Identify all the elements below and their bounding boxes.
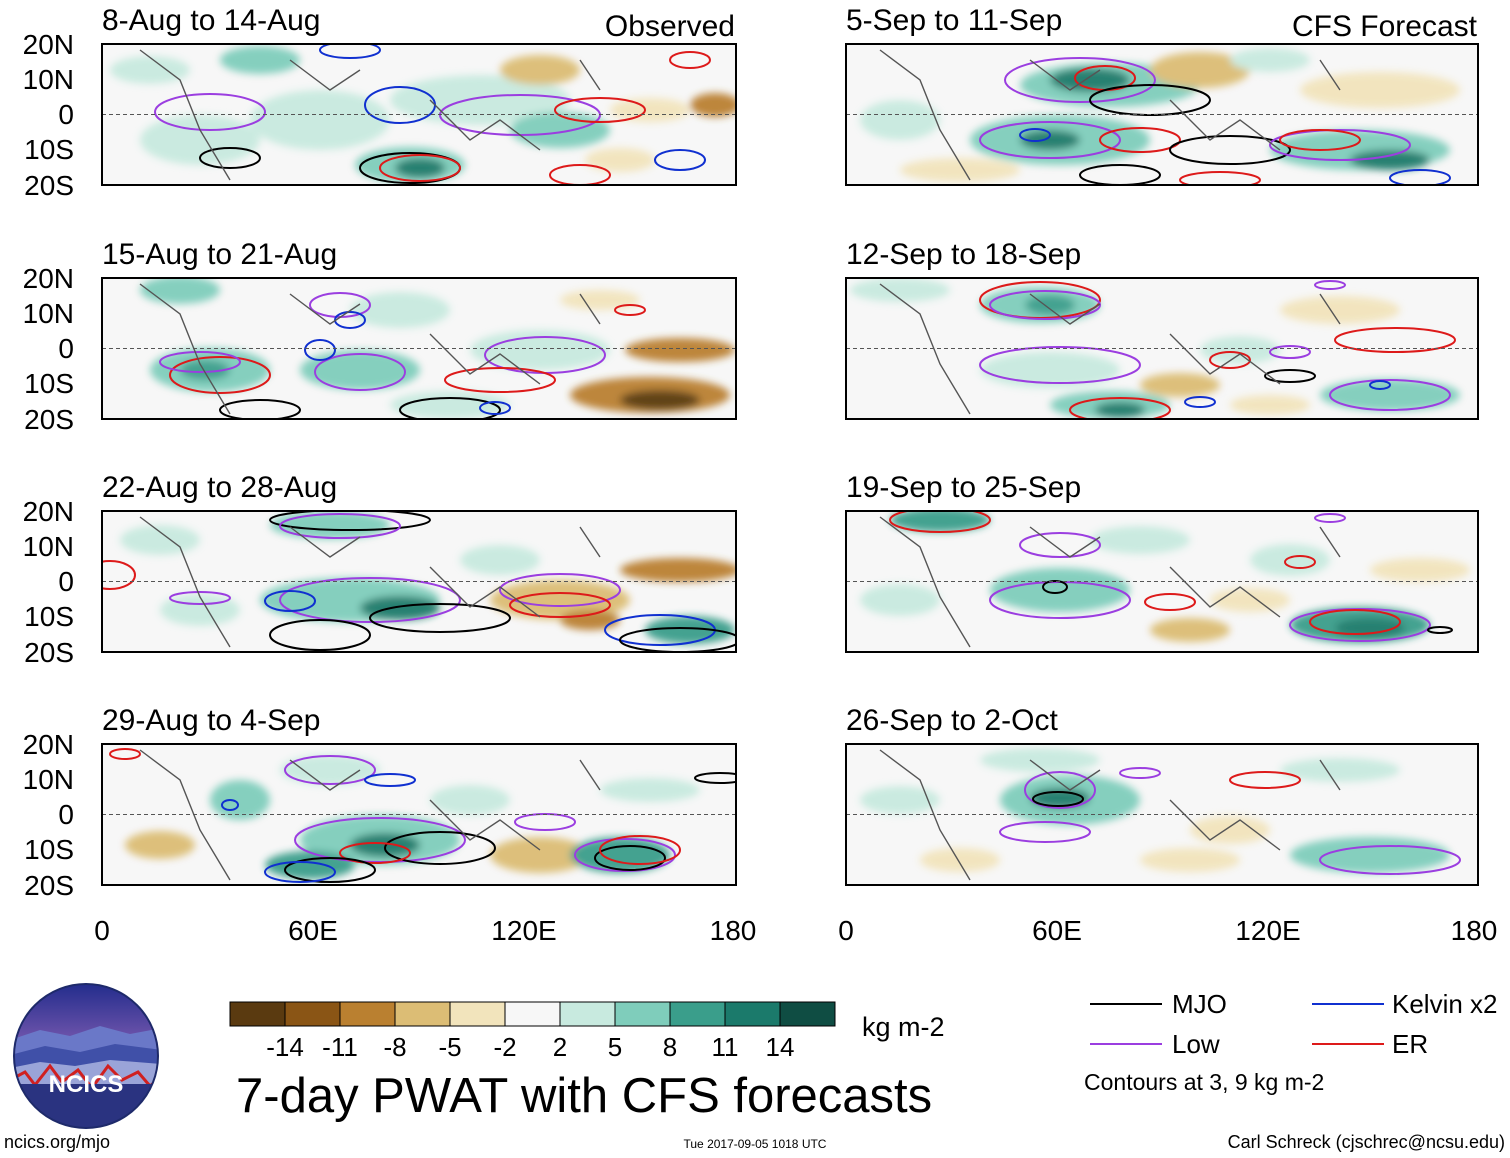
panel-title: 19-Sep to 25-Sep — [846, 471, 1081, 504]
lat-tick: 20S — [24, 637, 74, 668]
logo-text: NCICS — [49, 1071, 124, 1098]
panel-title: 8-Aug to 14-Aug — [102, 4, 320, 37]
colorbar-swatch — [504, 1001, 561, 1027]
panel-title: 15-Aug to 21-Aug — [102, 238, 337, 271]
ncics-logo: NCICS — [13, 983, 159, 1129]
lat-axis-row-3: 20N 10N 0 10S 20S — [23, 729, 74, 901]
pwat-field — [102, 744, 736, 885]
lat-tick: 0 — [58, 799, 74, 830]
panel-title: 12-Sep to 18-Sep — [846, 238, 1081, 271]
legend-label: Low — [1172, 1029, 1220, 1059]
colorbar-swatch — [614, 1001, 671, 1027]
pwat-field — [102, 511, 736, 652]
panel-4: 22-Aug to 28-Aug — [101, 471, 737, 653]
colorbar-label: 5 — [608, 1032, 622, 1062]
panel-title: 26-Sep to 2-Oct — [846, 704, 1058, 737]
lat-tick: 0 — [58, 333, 74, 364]
legend-note: Contours at 3, 9 kg m-2 — [1084, 1069, 1324, 1095]
legend-label: ER — [1392, 1029, 1428, 1059]
lon-tick: 60E — [1032, 915, 1082, 946]
colorbar-labels: -14 -11 -8 -5 -2 2 5 8 11 14 — [266, 1032, 794, 1062]
contour-legend: MJO Kelvin x2 Low ER Contours at 3, 9 kg… — [1084, 989, 1498, 1095]
lat-tick: 0 — [58, 99, 74, 130]
colorbar-swatch — [559, 1001, 616, 1027]
colorbar-label: 14 — [766, 1032, 795, 1062]
panel-6: 29-Aug to 4-Sep — [101, 704, 737, 886]
colorbar-label: -5 — [438, 1032, 461, 1062]
lat-tick: 0 — [58, 566, 74, 597]
lat-tick: 20N — [23, 263, 74, 294]
colorbar-swatch — [779, 1001, 836, 1027]
lat-tick: 20N — [23, 729, 74, 760]
lat-axis-row-0: 20N 10N 0 10S 20S — [23, 29, 74, 201]
colorbar: -14 -11 -8 -5 -2 2 5 8 11 14 kg m-2 — [229, 1001, 945, 1062]
colorbar-swatch — [724, 1001, 781, 1027]
colorbar-swatch — [229, 1001, 286, 1027]
panel-title: 5-Sep to 11-Sep — [846, 4, 1062, 37]
panel-title: 29-Aug to 4-Sep — [102, 704, 320, 737]
pwat-field — [846, 44, 1478, 185]
panel-7: 26-Sep to 2-Oct — [845, 704, 1479, 886]
colorbar-label: 11 — [712, 1032, 739, 1062]
lat-tick: 10S — [24, 601, 74, 632]
footer-credit: Carl Schreck (cjschrec@ncsu.edu) — [1228, 1132, 1505, 1152]
lat-tick: 20S — [24, 170, 74, 201]
footer-timestamp: Tue 2017-09-05 1018 UTC — [684, 1137, 827, 1151]
pwat-field — [102, 278, 736, 419]
lat-tick: 10S — [24, 834, 74, 865]
lon-tick: 0 — [94, 915, 110, 946]
panel-0: 8-Aug to 14-Aug Observed — [101, 4, 737, 186]
colorbar-swatch — [449, 1001, 506, 1027]
lat-tick: 10N — [23, 764, 74, 795]
lat-tick: 10N — [23, 64, 74, 95]
lon-tick: 0 — [838, 915, 854, 946]
lat-tick: 10S — [24, 368, 74, 399]
colorbar-label: -14 — [266, 1032, 304, 1062]
legend-label: MJO — [1172, 989, 1227, 1019]
panel-title: 22-Aug to 28-Aug — [102, 471, 337, 504]
lon-tick: 60E — [288, 915, 338, 946]
lat-tick: 10S — [24, 134, 74, 165]
footer-url: ncics.org/mjo — [4, 1132, 110, 1152]
pwat-field — [102, 44, 736, 185]
legend-label: Kelvin x2 — [1392, 989, 1498, 1019]
lon-tick: 120E — [491, 915, 556, 946]
colorbar-label: 8 — [663, 1032, 677, 1062]
colorbar-swatch — [284, 1001, 341, 1027]
pwat-field — [846, 511, 1478, 652]
panel-tag: CFS Forecast — [1292, 10, 1478, 43]
pwat-field — [846, 744, 1478, 885]
colorbar-swatch — [669, 1001, 726, 1027]
colorbar-label: -2 — [493, 1032, 516, 1062]
lat-tick: 20N — [23, 496, 74, 527]
lon-axis-left: 0 60E 120E 180 — [94, 915, 756, 946]
panel-tag: Observed — [605, 10, 735, 43]
colorbar-units: kg m-2 — [862, 1012, 945, 1042]
lon-axis-right: 0 60E 120E 180 — [838, 915, 1497, 946]
lat-tick: 20S — [24, 870, 74, 901]
lat-axis-row-2: 20N 10N 0 10S 20S — [23, 496, 74, 668]
colorbar-label: -8 — [383, 1032, 406, 1062]
lat-axis-row-1: 20N 10N 0 10S 20S — [23, 263, 74, 435]
colorbar-swatch — [339, 1001, 396, 1027]
panel-2: 15-Aug to 21-Aug — [101, 238, 737, 420]
colorbar-swatch — [394, 1001, 451, 1027]
lon-tick: 180 — [710, 915, 757, 946]
lat-tick: 20S — [24, 404, 74, 435]
panel-3: 12-Sep to 18-Sep — [845, 238, 1479, 420]
panel-1: 5-Sep to 11-Sep CFS Forecast — [845, 4, 1479, 186]
colorbar-swatches — [229, 1001, 836, 1027]
lon-tick: 120E — [1235, 915, 1300, 946]
colorbar-label: 2 — [553, 1032, 567, 1062]
colorbar-label: -11 — [322, 1032, 358, 1062]
pwat-field — [846, 278, 1478, 419]
lon-tick: 180 — [1451, 915, 1498, 946]
main-title: 7-day PWAT with CFS forecasts — [236, 1069, 932, 1123]
lat-tick: 20N — [23, 29, 74, 60]
lat-tick: 10N — [23, 298, 74, 329]
panel-5: 19-Sep to 25-Sep — [845, 471, 1479, 653]
lat-tick: 10N — [23, 531, 74, 562]
